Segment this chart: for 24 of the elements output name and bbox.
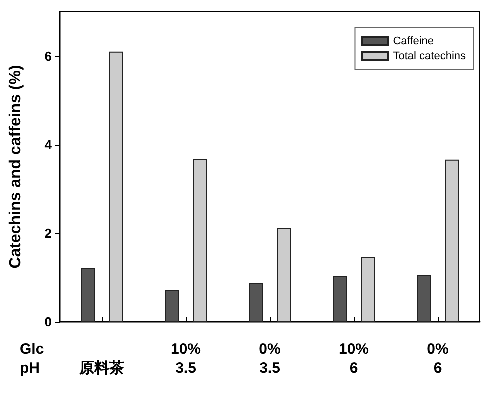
bar xyxy=(417,275,431,322)
bar xyxy=(193,159,207,322)
y-tick-label: 2 xyxy=(44,226,52,241)
bar xyxy=(249,283,263,322)
y-tick-label: 4 xyxy=(44,137,53,152)
x-tick-label: 10% 3.5 xyxy=(170,341,202,377)
bar xyxy=(361,257,375,322)
x-tick-label: 10% 6 xyxy=(338,341,370,377)
bar xyxy=(333,276,347,322)
x-tick-label: 原料茶 xyxy=(78,360,124,377)
text: Glc xyxy=(20,341,44,358)
x-tick-label: 0% 3.5 xyxy=(259,341,281,377)
y-axis-title: Catechins and caffeins (%) xyxy=(8,65,24,269)
bar xyxy=(445,160,459,322)
legend-label: Caffeine xyxy=(393,36,434,48)
text: pH xyxy=(20,360,40,377)
bar xyxy=(109,52,123,322)
bar xyxy=(165,290,179,322)
y-tick-label: 6 xyxy=(44,48,52,64)
x-tick-label: 0% 6 xyxy=(427,341,449,377)
bar xyxy=(81,268,95,322)
bar xyxy=(277,228,291,322)
legend-label: Total catechins xyxy=(393,50,466,62)
y-tick-label: 0 xyxy=(44,314,52,330)
